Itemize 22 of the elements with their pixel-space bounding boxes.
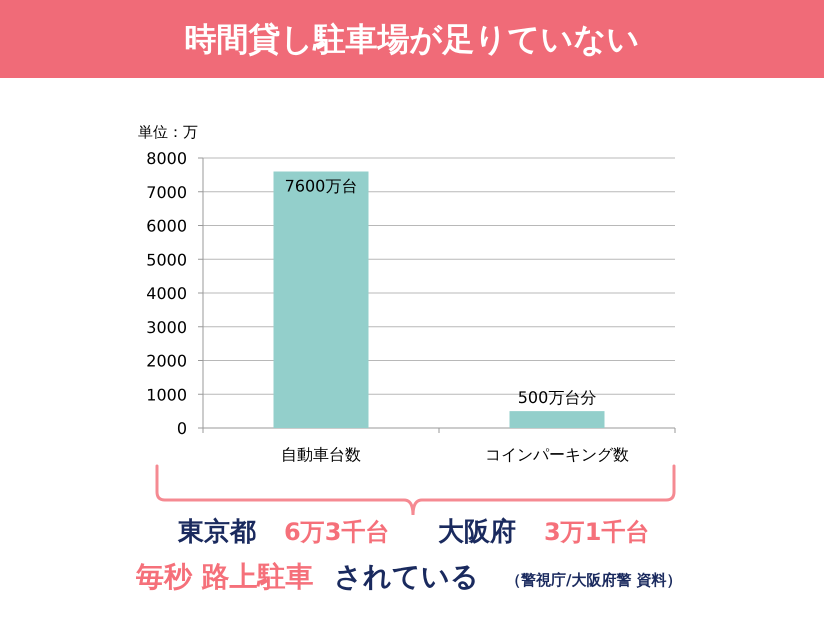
x-tick-label: 自動車台数 — [281, 445, 361, 464]
y-tick-label: 3000 — [146, 318, 187, 337]
y-tick-label: 4000 — [146, 284, 187, 303]
y-tick-label: 7000 — [146, 182, 187, 202]
y-tick-label: 0 — [176, 419, 187, 438]
text: （警視庁/大阪府警 資料） — [506, 571, 682, 589]
text: されている — [334, 560, 479, 593]
y-axis-title: 単位：万 — [138, 123, 198, 141]
y-tick-label: 5000 — [146, 250, 187, 270]
y-tick-label: 8000 — [146, 149, 187, 168]
text: 毎秒 路上駐車 — [135, 560, 314, 593]
text: 3万1千台 — [544, 518, 650, 546]
text: 6万3千台 — [284, 518, 390, 546]
data-label: 500万台分 — [518, 388, 596, 408]
text: 大阪府 — [438, 517, 516, 547]
y-tick-label: 1000 — [146, 385, 187, 404]
y-tick-label: 6000 — [146, 216, 187, 236]
y-tick-label: 2000 — [146, 352, 187, 370]
text: 東京都 — [177, 517, 256, 547]
x-tick-label: コインパーキング数 — [485, 445, 629, 464]
chart-title: 時間貸し駐車場が足りていない — [184, 20, 640, 58]
data-label: 7600万台 — [284, 176, 358, 196]
